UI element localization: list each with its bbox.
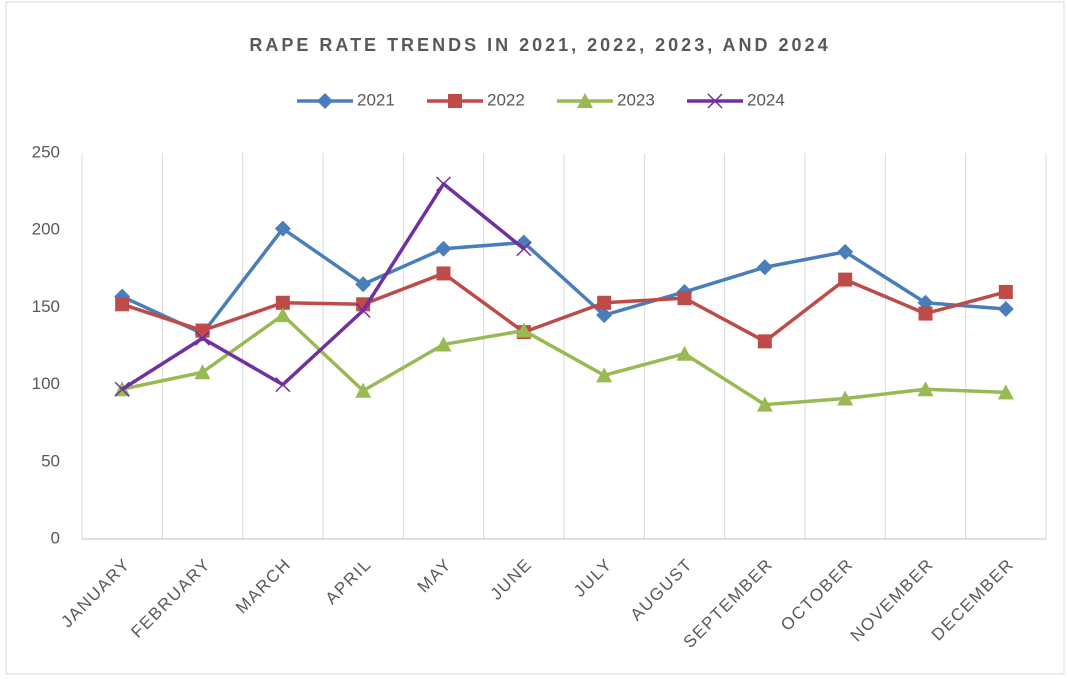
- legend-label: 2023: [617, 90, 655, 109]
- marker: [837, 243, 854, 260]
- marker: [274, 220, 291, 237]
- marker: [274, 307, 291, 323]
- y-tick-label: 150: [32, 297, 60, 316]
- series-line: [121, 271, 1007, 344]
- chart-title: RAPE RATE TRENDS IN 2021, 2022, 2023, AN…: [249, 35, 830, 55]
- marker: [275, 377, 291, 393]
- series-line: [121, 182, 525, 391]
- y-tick-label: 50: [41, 451, 60, 470]
- marker: [597, 295, 612, 310]
- marker: [275, 295, 290, 310]
- marker: [436, 266, 451, 281]
- marker: [997, 300, 1014, 317]
- marker: [435, 240, 452, 257]
- legend-marker: [707, 93, 723, 109]
- marker: [998, 284, 1013, 299]
- series-line: [121, 313, 1006, 407]
- y-tick-label: 200: [32, 220, 60, 239]
- marker: [837, 390, 854, 406]
- marker: [435, 176, 452, 192]
- marker: [596, 307, 613, 324]
- legend-marker: [448, 94, 462, 108]
- marker: [838, 272, 853, 287]
- marker: [355, 276, 372, 293]
- legend-marker: [577, 93, 593, 108]
- y-tick-label: 100: [32, 374, 60, 393]
- marker: [515, 322, 532, 338]
- marker: [435, 336, 452, 352]
- marker: [997, 384, 1014, 400]
- marker: [195, 323, 210, 338]
- marker: [355, 382, 372, 398]
- legend-label: 2022: [487, 90, 525, 109]
- y-tick-label: 0: [51, 528, 60, 547]
- marker: [757, 334, 772, 349]
- marker: [114, 381, 130, 397]
- marker: [917, 381, 934, 397]
- marker: [115, 297, 130, 312]
- y-tick-label: 250: [32, 142, 60, 161]
- marker: [918, 306, 933, 321]
- legend-label: 2021: [357, 90, 395, 109]
- marker: [355, 302, 371, 319]
- marker: [516, 241, 532, 257]
- legend-marker: [317, 93, 333, 109]
- series-line: [121, 226, 1006, 336]
- marker: [596, 367, 613, 383]
- marker: [194, 364, 211, 380]
- legend-label: 2024: [747, 90, 785, 109]
- marker: [677, 291, 692, 306]
- marker: [756, 259, 773, 276]
- marker: [756, 396, 773, 412]
- marker: [194, 330, 211, 346]
- marker: [676, 345, 693, 361]
